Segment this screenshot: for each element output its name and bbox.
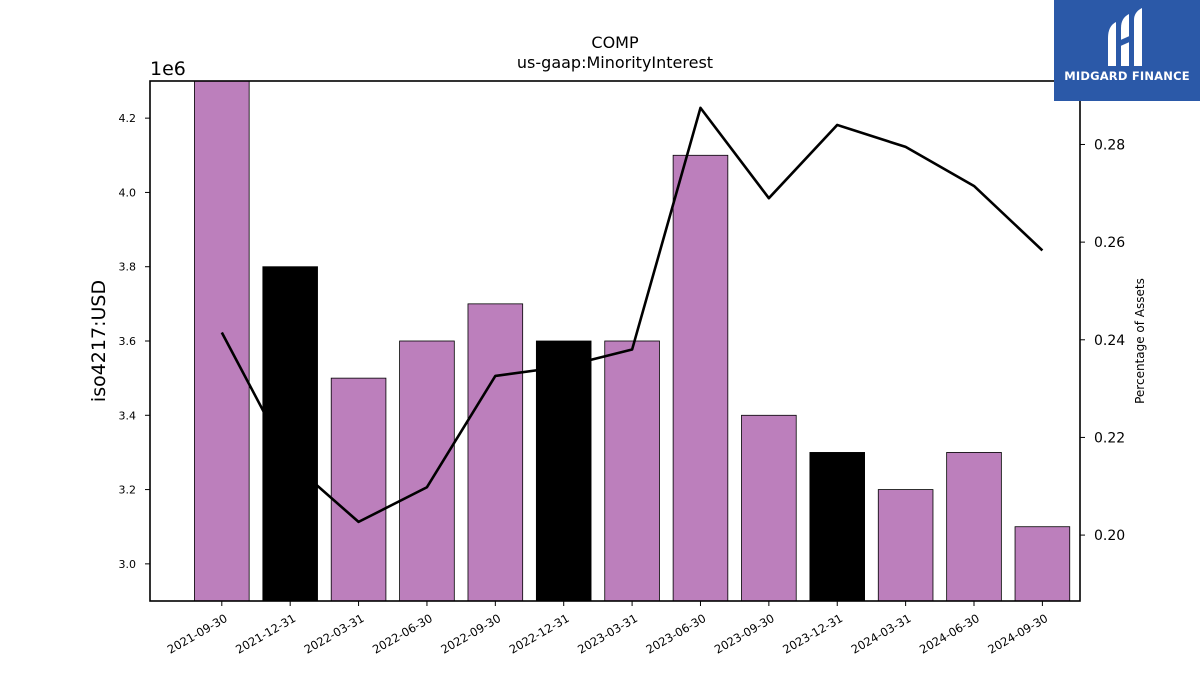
y-tick-label: 3.0	[119, 558, 137, 571]
x-tick-label: 2023-03-31	[575, 611, 640, 657]
bar	[946, 452, 1002, 602]
x-tick-label: 2022-03-31	[302, 611, 367, 657]
brand-name: MIDGARD FINANCE	[1064, 69, 1190, 83]
x-tick-label: 2023-06-30	[643, 611, 708, 657]
chart-subtitle: us-gaap:MinorityInterest	[517, 53, 713, 72]
y-tick-label: 4.0	[119, 186, 137, 199]
y-tick-label: 3.6	[119, 335, 137, 348]
y-tick-label: 4.2	[119, 112, 137, 125]
x-tick-label: 2022-06-30	[370, 611, 435, 657]
bar-series	[194, 80, 1071, 602]
x-axis: 2021-09-30 2021-12-31 2022-03-31 2022-06-30…	[165, 601, 1050, 657]
y2-axis: 0.20 0.22 0.24 0.26 0.28	[1080, 137, 1125, 544]
y2-tick-label: 0.28	[1094, 137, 1125, 153]
y2-axis-label: Percentage of Assets	[1133, 278, 1147, 404]
x-tick-label: 2023-09-30	[712, 611, 777, 657]
chart-title: COMP	[591, 33, 639, 52]
bar	[604, 340, 660, 602]
y2-tick-label: 0.26	[1094, 235, 1125, 251]
y-tick-label: 3.8	[119, 261, 137, 274]
bar	[399, 340, 455, 602]
y2-tick-label: 0.20	[1094, 528, 1125, 544]
x-tick-label: 2024-09-30	[985, 611, 1050, 657]
bar	[672, 154, 729, 602]
x-tick-label: 2021-12-31	[233, 611, 298, 657]
x-tick-label: 2024-03-31	[849, 611, 914, 657]
bar	[809, 452, 865, 602]
bar	[330, 377, 387, 602]
plot-frame	[149, 80, 1081, 602]
brand-logo: MIDGARD FINANCE	[1054, 0, 1200, 101]
y-tick-label: 3.4	[119, 409, 137, 422]
midgard-logo-icon	[1108, 8, 1142, 66]
x-tick-label: 2022-12-31	[507, 611, 572, 657]
x-tick-label: 2022-09-30	[438, 611, 503, 657]
bar	[535, 340, 592, 602]
x-tick-label: 2021-09-30	[165, 611, 230, 657]
bar	[262, 266, 318, 602]
y-tick-label: 3.2	[119, 484, 137, 497]
y2-tick-label: 0.24	[1094, 333, 1125, 349]
bar	[741, 414, 797, 602]
y-axis: 3.0 3.2 3.4 3.6 3.8 4.0 4.2	[119, 112, 150, 571]
bar	[194, 80, 250, 602]
bar	[467, 303, 524, 602]
bar	[1014, 526, 1071, 602]
x-tick-label: 2023-12-31	[780, 611, 845, 657]
y-axis-label: iso4217:USD	[88, 280, 110, 402]
x-tick-label: 2024-06-30	[917, 611, 982, 657]
bar	[877, 489, 934, 602]
y-offset-label: 1e6	[150, 58, 186, 80]
percentage-line	[220, 106, 1044, 524]
y2-tick-label: 0.22	[1094, 430, 1125, 446]
